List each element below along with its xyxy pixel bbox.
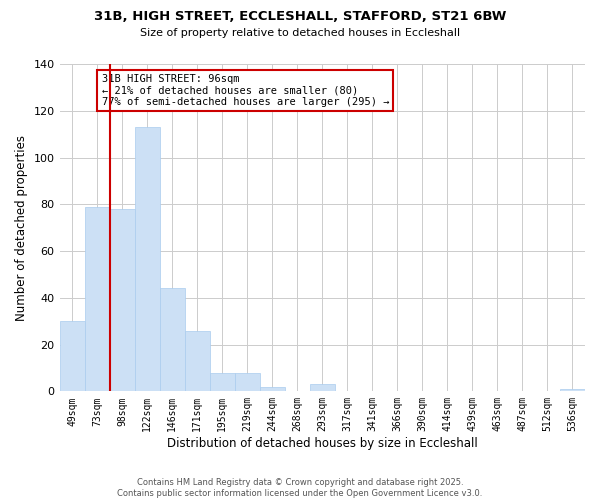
- Text: 31B, HIGH STREET, ECCLESHALL, STAFFORD, ST21 6BW: 31B, HIGH STREET, ECCLESHALL, STAFFORD, …: [94, 10, 506, 23]
- Bar: [209, 372, 235, 392]
- Bar: [260, 386, 285, 392]
- Bar: [59, 321, 85, 392]
- Bar: [160, 288, 185, 392]
- Text: Size of property relative to detached houses in Eccleshall: Size of property relative to detached ho…: [140, 28, 460, 38]
- Bar: [560, 389, 585, 392]
- Bar: [310, 384, 335, 392]
- X-axis label: Distribution of detached houses by size in Eccleshall: Distribution of detached houses by size …: [167, 437, 478, 450]
- Bar: [110, 209, 134, 392]
- Y-axis label: Number of detached properties: Number of detached properties: [15, 134, 28, 320]
- Bar: [185, 330, 209, 392]
- Bar: [134, 127, 160, 392]
- Bar: [235, 372, 260, 392]
- Text: 31B HIGH STREET: 96sqm
← 21% of detached houses are smaller (80)
77% of semi-det: 31B HIGH STREET: 96sqm ← 21% of detached…: [101, 74, 389, 107]
- Text: Contains HM Land Registry data © Crown copyright and database right 2025.
Contai: Contains HM Land Registry data © Crown c…: [118, 478, 482, 498]
- Bar: [85, 206, 110, 392]
